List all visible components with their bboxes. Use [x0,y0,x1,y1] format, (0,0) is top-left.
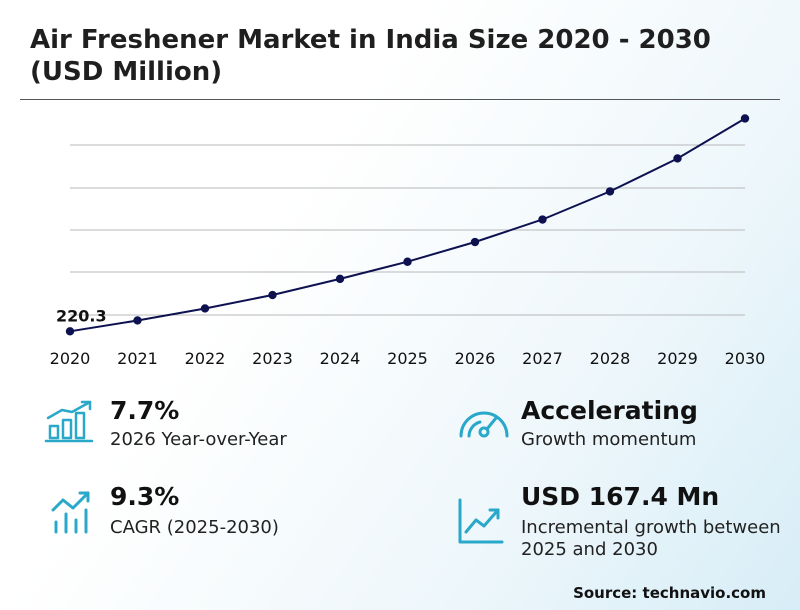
stat-yoy-label: 2026 Year-over-Year [110,429,287,450]
data-point [200,304,210,313]
data-point [403,257,412,266]
series-line [69,117,746,333]
x-tick-label: 2026 [455,349,496,368]
data-point [470,237,480,247]
data-point [268,290,277,300]
data-point [538,215,547,224]
x-tick-label: 2025 [387,349,428,368]
chart-title: Air Freshener Market in India Size 2020 … [30,25,711,87]
stat-cagr-value: 9.3% [110,482,180,511]
stat-momentum-label: Growth momentum [521,429,697,450]
x-tick-label: 2023 [252,349,293,368]
title-divider [20,99,780,100]
stat-momentum-value: Accelerating [521,396,698,425]
data-point [335,274,345,284]
stat-incremental-label: Incremental growth between 2025 and 2030 [521,517,781,560]
data-label: 220.3 [56,306,107,325]
bar-growth-icon [44,400,94,443]
x-axis-ticks: 2020 2021 2022 2023 2024 2025 2026 2027 2028 2029… [50,349,766,368]
data-labels: 220.3 [56,306,107,325]
data-point [740,114,750,123]
data-point [133,316,142,325]
data-points [65,114,750,336]
x-tick-label: 2021 [117,349,158,368]
data-point [65,327,75,336]
x-tick-label: 2022 [185,349,226,368]
grid-lines [70,144,745,316]
x-tick-label: 2024 [320,349,361,368]
line-chart: 220.3 2020 2021 2022 2023 2024 2025 2026 2027 20… [50,114,766,368]
source-note: Source: technavio.com [573,584,766,602]
bar-trend-icon [51,491,90,534]
x-tick-label: 2028 [590,349,631,368]
stat-incremental-value: USD 167.4 Mn [521,482,720,511]
stat-yoy-value: 7.7% [110,396,180,425]
x-tick-label: 2030 [725,349,766,368]
x-tick-label: 2029 [657,349,698,368]
x-tick-label: 2027 [522,349,563,368]
speedometer-icon [459,411,509,438]
x-tick-label: 2020 [50,349,91,368]
data-point [605,187,615,196]
stat-cagr-label: CAGR (2025-2030) [110,517,279,538]
line-chart-icon [458,498,504,544]
data-point [673,154,682,163]
